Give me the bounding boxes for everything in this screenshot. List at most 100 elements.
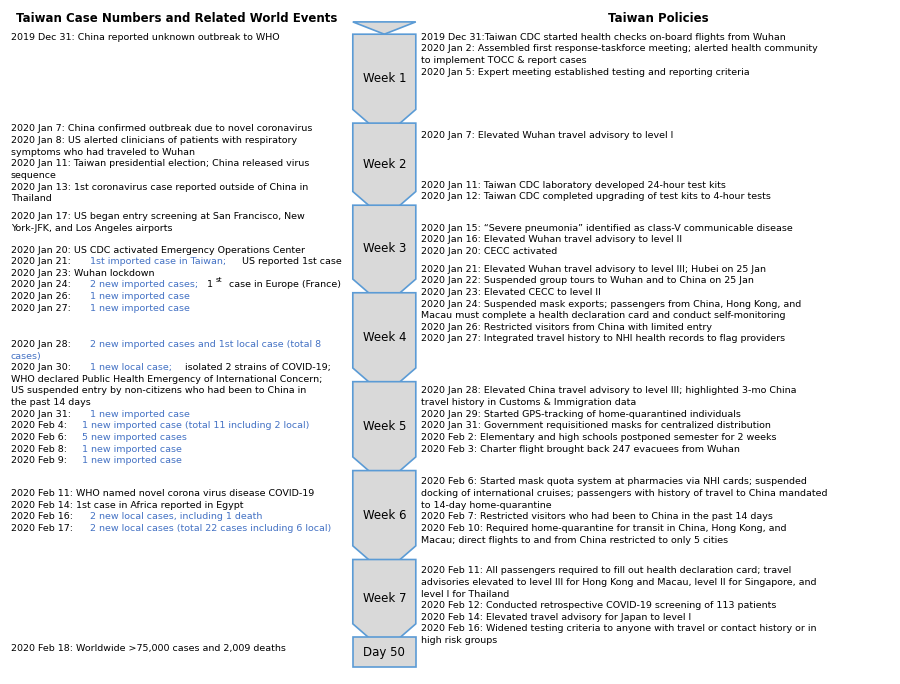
Text: 2020 Jan 15: “Severe pneumonia” identified as class-V communicable disease: 2020 Jan 15: “Severe pneumonia” identifi… [421,224,793,233]
Polygon shape [353,34,416,137]
Text: 2020 Jan 30:: 2020 Jan 30: [11,363,74,372]
Text: 2020 Feb 6: Started mask quota system at pharmacies via NHI cards; suspended: 2020 Feb 6: Started mask quota system at… [421,477,807,486]
Text: Macau; direct flights to and from China restricted to only 5 cities: Macau; direct flights to and from China … [421,536,728,544]
Text: Week 2: Week 2 [363,157,406,171]
Text: 2020 Jan 11: Taiwan CDC laboratory developed 24-hour test kits: 2020 Jan 11: Taiwan CDC laboratory devel… [421,181,726,189]
Text: 1 new imported case: 1 new imported case [90,410,190,419]
Text: 2020 Jan 20: CECC activated: 2020 Jan 20: CECC activated [421,247,557,256]
Text: the past 14 days: the past 14 days [11,398,91,407]
Text: 2020 Jan 28: Elevated China travel advisory to level III; highlighted 3-mo China: 2020 Jan 28: Elevated China travel advis… [421,386,796,395]
Text: 2020 Jan 29: Started GPS-tracking of home-quarantined individuals: 2020 Jan 29: Started GPS-tracking of hom… [421,410,741,419]
Text: high risk groups: high risk groups [421,636,498,645]
Polygon shape [353,471,416,573]
Text: Week 6: Week 6 [363,508,406,522]
Text: York-JFK, and Los Angeles airports: York-JFK, and Los Angeles airports [11,224,172,233]
Text: 2020 Jan 26: Restricted visitors from China with limited entry: 2020 Jan 26: Restricted visitors from Ch… [421,323,712,332]
Text: 2020 Jan 7: Elevated Wuhan travel advisory to level I: 2020 Jan 7: Elevated Wuhan travel adviso… [421,131,673,140]
Text: 2 new local cases, including 1 death: 2 new local cases, including 1 death [90,512,263,521]
Text: 1 new imported case: 1 new imported case [90,292,190,301]
Text: 2020 Jan 24:: 2020 Jan 24: [11,280,74,289]
Text: 2020 Jan 20: US CDC activated Emergency Operations Center: 2020 Jan 20: US CDC activated Emergency … [11,246,305,254]
Text: 2020 Feb 18: Worldwide >75,000 cases and 2,009 deaths: 2020 Feb 18: Worldwide >75,000 cases and… [11,644,285,653]
Text: advisories elevated to level III for Hong Kong and Macau, level II for Singapore: advisories elevated to level III for Hon… [421,578,816,587]
Text: isolated 2 strains of COVID-19;: isolated 2 strains of COVID-19; [182,363,330,372]
Text: 2020 Feb 7: Restricted visitors who had been to China in the past 14 days: 2020 Feb 7: Restricted visitors who had … [421,512,773,521]
Text: Week 4: Week 4 [363,330,406,344]
Text: Taiwan Case Numbers and Related World Events: Taiwan Case Numbers and Related World Ev… [15,12,338,25]
Text: 2020 Jan 2: Assembled first response-taskforce meeting; alerted health community: 2020 Jan 2: Assembled first response-tas… [421,44,818,53]
Text: Day 50: Day 50 [364,646,405,659]
Text: 2020 Feb 16: Widened testing criteria to anyone with travel or contact history o: 2020 Feb 16: Widened testing criteria to… [421,624,816,633]
Text: Week 5: Week 5 [363,419,406,433]
Text: 2020 Jan 7: China confirmed outbreak due to novel coronavirus: 2020 Jan 7: China confirmed outbreak due… [11,124,312,133]
Polygon shape [353,123,416,219]
Text: 1 new local case;: 1 new local case; [90,363,172,372]
Text: 2020 Feb 4:: 2020 Feb 4: [11,421,70,430]
Text: 2020 Jan 27:: 2020 Jan 27: [11,304,74,313]
Text: 2020 Jan 17: US began entry screening at San Francisco, New: 2020 Jan 17: US began entry screening at… [11,212,304,221]
Text: 2020 Jan 23: Elevated CECC to level II: 2020 Jan 23: Elevated CECC to level II [421,288,601,297]
Text: 2020 Feb 12: Conducted retrospective COVID-19 screening of 113 patients: 2020 Feb 12: Conducted retrospective COV… [421,601,777,610]
Text: 2020 Jan 27: Integrated travel history to NHI health records to flag providers: 2020 Jan 27: Integrated travel history t… [421,334,786,343]
Text: 2020 Jan 23: Wuhan lockdown: 2020 Jan 23: Wuhan lockdown [11,269,154,278]
Text: sequence: sequence [11,171,57,180]
Text: 2020 Jan 5: Expert meeting established testing and reporting criteria: 2020 Jan 5: Expert meeting established t… [421,68,750,77]
Text: WHO declared Public Health Emergency of International Concern;: WHO declared Public Health Emergency of … [11,375,322,384]
Text: st: st [216,277,222,283]
Text: 2020 Jan 22: Suspended group tours to Wuhan and to China on 25 Jan: 2020 Jan 22: Suspended group tours to Wu… [421,276,754,285]
Text: US reported 1st case: US reported 1st case [239,257,342,266]
Text: 2019 Dec 31: China reported unknown outbreak to WHO: 2019 Dec 31: China reported unknown outb… [11,33,279,42]
Text: 2020 Jan 12: Taiwan CDC completed upgrading of test kits to 4-hour tests: 2020 Jan 12: Taiwan CDC completed upgrad… [421,192,771,201]
Text: to 14-day home-quarantine: to 14-day home-quarantine [421,501,552,510]
Text: Week 3: Week 3 [363,242,406,256]
Text: 2020 Jan 31:: 2020 Jan 31: [11,410,74,419]
Text: 2020 Feb 17:: 2020 Feb 17: [11,524,76,533]
Text: 2020 Jan 28:: 2020 Jan 28: [11,340,74,349]
Text: US suspended entry by non-citizens who had been to China in: US suspended entry by non-citizens who h… [11,386,306,395]
Text: to implement TOCC & report cases: to implement TOCC & report cases [421,56,587,65]
Text: Taiwan Policies: Taiwan Policies [608,12,708,25]
Text: Week 1: Week 1 [363,72,406,86]
Text: 2 new local cases (total 22 cases including 6 local): 2 new local cases (total 22 cases includ… [90,524,331,533]
Text: 2020 Jan 31: Government requisitioned masks for centralized distribution: 2020 Jan 31: Government requisitioned ma… [421,421,771,430]
Text: 2 new imported cases;: 2 new imported cases; [90,280,198,289]
Text: 1st imported case in Taiwan;: 1st imported case in Taiwan; [90,257,226,266]
Text: 2020 Feb 9:: 2020 Feb 9: [11,456,70,465]
Text: 1 new imported case: 1 new imported case [82,456,182,465]
Text: 2020 Feb 6:: 2020 Feb 6: [11,433,70,442]
Text: 2020 Feb 16:: 2020 Feb 16: [11,512,76,521]
Polygon shape [353,205,416,306]
Text: travel history in Customs & Immigration data: travel history in Customs & Immigration … [421,398,636,407]
Text: 2020 Feb 10: Required home-quarantine for transit in China, Hong Kong, and: 2020 Feb 10: Required home-quarantine fo… [421,524,787,533]
Polygon shape [353,382,416,484]
Text: 2020 Jan 11: Taiwan presidential election; China released virus: 2020 Jan 11: Taiwan presidential electio… [11,159,310,168]
Text: 2020 Jan 8: US alerted clinicians of patients with respiratory: 2020 Jan 8: US alerted clinicians of pat… [11,136,297,145]
Text: Thailand: Thailand [11,194,51,203]
Text: 2020 Jan 26:: 2020 Jan 26: [11,292,74,301]
Text: 2020 Feb 14: Elevated travel advisory for Japan to level I: 2020 Feb 14: Elevated travel advisory fo… [421,613,691,622]
Polygon shape [353,560,416,651]
Text: docking of international cruises; passengers with history of travel to China man: docking of international cruises; passen… [421,489,828,498]
Text: level I for Thailand: level I for Thailand [421,590,509,598]
Text: 1: 1 [204,280,213,289]
Text: 2020 Jan 16: Elevated Wuhan travel advisory to level II: 2020 Jan 16: Elevated Wuhan travel advis… [421,235,682,244]
Text: 5 new imported cases: 5 new imported cases [82,433,187,442]
Text: 2020 Feb 11: WHO named novel corona virus disease COVID-19: 2020 Feb 11: WHO named novel corona viru… [11,489,314,498]
Text: Macau must complete a health declaration card and conduct self-monitoring: Macau must complete a health declaration… [421,311,786,320]
Text: 2 new imported cases and 1st local case (total 8: 2 new imported cases and 1st local case … [90,340,321,349]
Text: 2020 Feb 14: 1st case in Africa reported in Egypt: 2020 Feb 14: 1st case in Africa reported… [11,501,243,510]
Text: cases): cases) [11,352,41,360]
Text: 2020 Jan 24: Suspended mask exports; passengers from China, Hong Kong, and: 2020 Jan 24: Suspended mask exports; pas… [421,300,802,308]
Text: 1 new imported case (total 11 including 2 local): 1 new imported case (total 11 including … [82,421,310,430]
Polygon shape [353,22,416,34]
Polygon shape [353,293,416,395]
Text: 2019 Dec 31:Taiwan CDC started health checks on-board flights from Wuhan: 2019 Dec 31:Taiwan CDC started health ch… [421,33,786,42]
Text: Week 7: Week 7 [363,592,406,605]
Text: 2020 Feb 8:: 2020 Feb 8: [11,445,70,453]
FancyBboxPatch shape [353,637,416,667]
Text: 1 new imported case: 1 new imported case [90,304,190,313]
Text: 1 new imported case: 1 new imported case [82,445,182,453]
Text: 2020 Jan 13: 1st coronavirus case reported outside of China in: 2020 Jan 13: 1st coronavirus case report… [11,183,308,192]
Text: 2020 Jan 21: Elevated Wuhan travel advisory to level III; Hubei on 25 Jan: 2020 Jan 21: Elevated Wuhan travel advis… [421,265,766,274]
Text: case in Europe (France): case in Europe (France) [226,280,341,289]
